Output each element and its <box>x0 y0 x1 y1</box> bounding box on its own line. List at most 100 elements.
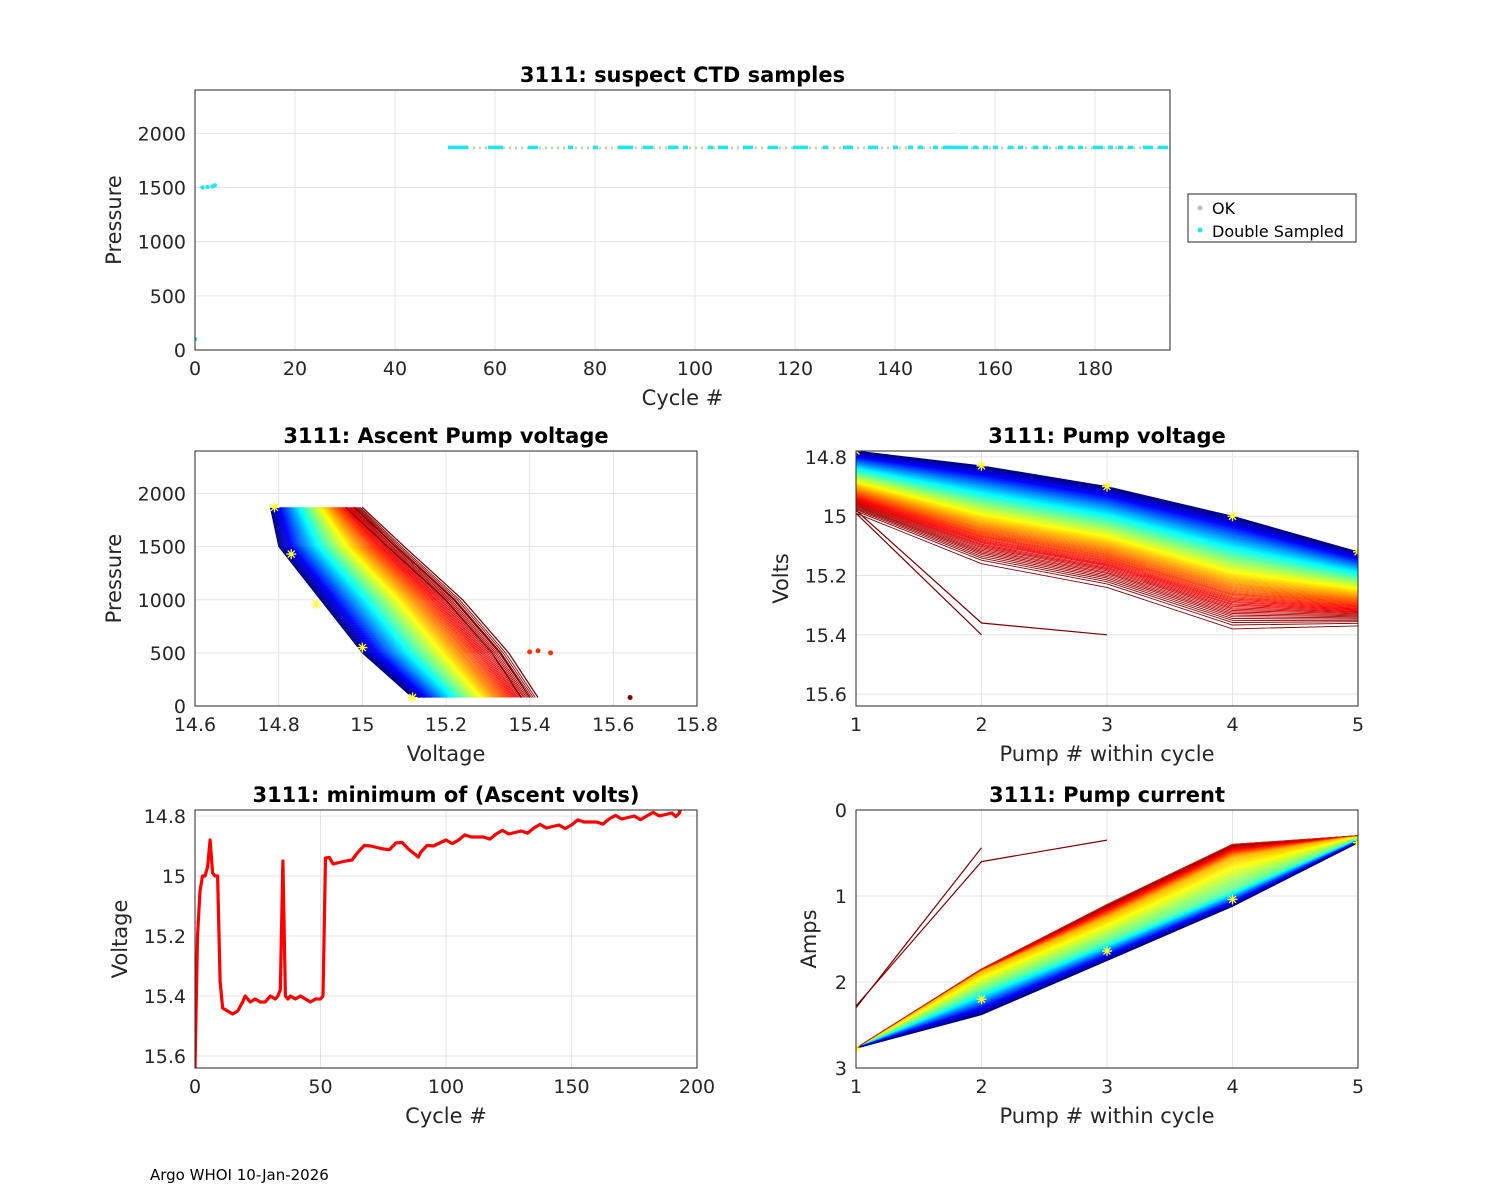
voltage-line <box>856 454 1358 558</box>
ok-sample-tick <box>923 146 925 150</box>
voltage-line <box>856 484 1358 593</box>
axes-suspect_ctd: 0 20 40 60 80 100 120 140 160 180 0 500 1000 1500 2000… <box>102 63 1171 410</box>
profile-line <box>326 507 491 698</box>
profile-line <box>272 507 418 698</box>
profile-line <box>330 507 495 698</box>
legend-box <box>1187 193 1357 243</box>
ok-sample-tick <box>665 146 667 150</box>
y-tick-label: 1500 <box>138 537 186 559</box>
voltage-line <box>856 457 1358 561</box>
voltage-line <box>856 472 1358 579</box>
profile-line <box>306 507 463 698</box>
plot-layer <box>856 451 1358 636</box>
voltage-line <box>856 494 1358 605</box>
double-sampled-point <box>803 145 808 150</box>
y-tick-label: 1500 <box>138 178 186 200</box>
profile-line <box>319 507 481 698</box>
ok-sample-tick <box>689 146 691 150</box>
voltage-line <box>856 498 1358 610</box>
legend-ok-label: OK <box>1212 199 1236 218</box>
voltage-line <box>856 502 1358 615</box>
ok-sample-tick <box>1139 146 1141 150</box>
ok-sample-tick <box>941 146 943 150</box>
double-sampled-point <box>798 145 803 150</box>
ok-sample-tick <box>575 146 577 150</box>
voltage-line <box>856 471 1358 578</box>
voltage-line <box>856 463 1358 569</box>
profile-line <box>278 507 425 698</box>
double-sampled-point <box>848 145 853 150</box>
voltage-line <box>856 455 1358 559</box>
profile-line <box>308 507 466 698</box>
double-sampled-point <box>793 145 798 150</box>
outlier-point <box>548 650 554 656</box>
current-line <box>856 842 1358 1049</box>
profile-line <box>286 507 436 698</box>
profile-line <box>313 507 473 698</box>
profile-line <box>318 507 480 698</box>
ok-sample-tick <box>731 146 733 150</box>
voltage-line <box>856 470 1358 577</box>
voltage-line <box>856 503 1358 616</box>
ok-sample-tick <box>1103 146 1105 150</box>
double-sampled-point <box>1018 145 1023 150</box>
profile-line-early <box>345 506 522 698</box>
profile-line <box>288 507 438 698</box>
profile-line <box>303 507 459 698</box>
double-sampled-point <box>868 145 873 150</box>
profile-line <box>333 507 500 698</box>
y-tick-label: 2000 <box>138 123 186 145</box>
plot-area <box>195 90 1170 350</box>
voltage-line <box>856 458 1358 562</box>
x-tick-label: 2 <box>975 1076 987 1098</box>
profile-line <box>324 507 488 698</box>
x-tick-label: 3 <box>1101 1076 1113 1098</box>
chart-title: 3111: minimum of (Ascent volts) <box>252 783 639 807</box>
chart-title: 3111: Ascent Pump voltage <box>283 424 608 448</box>
profile-line <box>297 507 451 698</box>
double-sampled-point <box>718 145 723 150</box>
double-sampled-point <box>493 145 498 150</box>
voltage-line <box>856 456 1358 559</box>
outlier-point <box>527 649 533 655</box>
profile-line <box>346 506 518 698</box>
tick-labels: 0 20 40 60 80 100 120 140 160 180 0 500 1000 1500 2000 <box>138 123 1113 380</box>
voltage-line <box>856 467 1358 573</box>
profile-line <box>298 507 453 698</box>
double-sampled-point <box>623 145 628 150</box>
x-tick-label: 140 <box>877 358 913 380</box>
voltage-line <box>856 459 1358 564</box>
ok-sample-tick <box>863 146 865 150</box>
voltage-line <box>856 458 1358 562</box>
voltage-line <box>856 492 1358 603</box>
profile-line <box>320 507 483 698</box>
x-tick-label: 4 <box>1226 714 1238 736</box>
profile-line <box>328 507 493 698</box>
double-sampled-point <box>1143 145 1148 150</box>
voltage-marker <box>1227 511 1238 522</box>
profile-line <box>285 507 435 698</box>
double-sampled-point <box>1068 145 1073 150</box>
profile-markers <box>269 502 418 703</box>
voltage-line <box>856 464 1358 569</box>
double-sampled-point <box>948 145 953 150</box>
x-tick-label: 15.8 <box>676 714 718 736</box>
ok-sample-tick <box>611 146 613 150</box>
double-sampled-point <box>953 145 958 150</box>
voltage-line <box>856 507 1358 620</box>
voltage-line <box>856 469 1358 576</box>
profile-line <box>287 507 437 698</box>
outlier-points <box>527 648 633 700</box>
legend-double-sampled-label: Double Sampled <box>1212 222 1344 241</box>
legend-double-sampled-marker <box>1197 227 1203 233</box>
voltage-line <box>856 458 1358 563</box>
voltage-line <box>856 470 1358 576</box>
profile-line <box>292 507 445 698</box>
x-tick-label: 15 <box>350 714 374 736</box>
missing-cycle-gap <box>956 90 960 145</box>
profile-line <box>304 507 461 698</box>
double-sampled-point <box>488 145 493 150</box>
profile-line <box>300 507 455 698</box>
double-sampled-point <box>943 145 948 150</box>
ok-sample-tick <box>887 146 889 150</box>
